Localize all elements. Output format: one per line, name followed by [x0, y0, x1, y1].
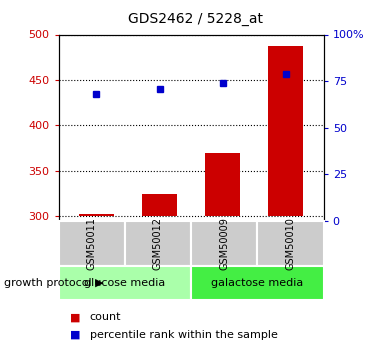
Text: ■: ■: [70, 313, 81, 322]
Bar: [205, 152, 240, 216]
Bar: [79, 214, 114, 216]
Bar: [142, 194, 177, 216]
Text: percentile rank within the sample: percentile rank within the sample: [90, 330, 278, 339]
Text: growth protocol ▶: growth protocol ▶: [4, 278, 103, 288]
Text: GSM50009: GSM50009: [219, 217, 229, 270]
Text: GSM50011: GSM50011: [87, 217, 97, 270]
Bar: [268, 46, 303, 216]
Text: ■: ■: [70, 330, 81, 339]
Text: count: count: [90, 313, 121, 322]
Text: glucose media: glucose media: [84, 278, 165, 288]
Text: GDS2462 / 5228_at: GDS2462 / 5228_at: [128, 12, 262, 26]
Text: GSM50010: GSM50010: [285, 217, 296, 270]
Text: galactose media: galactose media: [211, 278, 303, 288]
Text: GSM50012: GSM50012: [153, 217, 163, 270]
